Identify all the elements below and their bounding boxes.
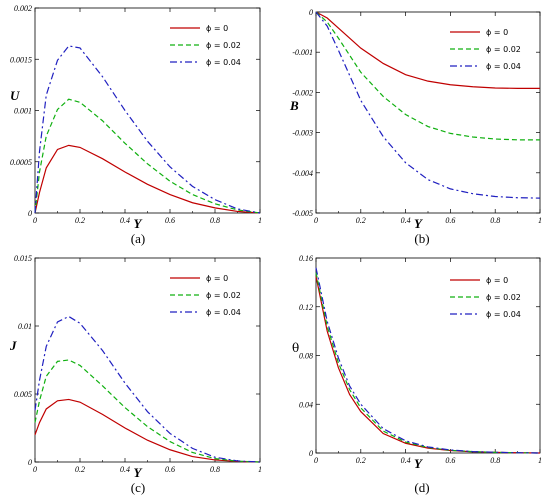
x-tick-label: 1 — [258, 216, 262, 225]
x-tick-label: 0.2 — [75, 465, 85, 474]
x-tick-label: 0.6 — [165, 465, 175, 474]
chart-panel-c: 0 0.2 0.4 0.6 0.8 1 0 0.005 0.01 0.015 ϕ = 0 ϕ = 0.… — [9, 254, 262, 495]
y-tick-label: 0.0015 — [10, 55, 32, 64]
x-tick-label: 0.2 — [356, 216, 366, 225]
y-tick-label: 0 — [309, 8, 313, 17]
y-tick-label: -0.001 — [292, 48, 313, 57]
y-tick-label: 0.005 — [14, 390, 32, 399]
series-line-1 — [34, 398, 261, 463]
legend-label-2: ϕ = 0.02 — [206, 41, 241, 50]
y-tick-label: 0.04 — [299, 400, 313, 409]
legend-label-2: ϕ = 0.02 — [486, 293, 521, 302]
series-line-2 — [34, 98, 261, 214]
x-tick-label: 1 — [258, 465, 262, 474]
y-tick-label: 0 — [28, 458, 32, 467]
x-tick-label: 0.6 — [165, 216, 175, 225]
y-tick-label: -0.004 — [292, 169, 313, 178]
y-tick-label: 0.16 — [299, 254, 313, 263]
y-tick-label: 0.08 — [299, 352, 313, 361]
legend-label-3: ϕ = 0.04 — [206, 308, 241, 317]
y-axis-label: U — [10, 88, 20, 103]
plot-frame — [315, 11, 541, 214]
y-tick-label: 0.001 — [14, 107, 32, 116]
y-tick-label: -0.002 — [292, 88, 313, 97]
x-tick-label: 0.8 — [490, 216, 500, 225]
x-tick-label: 0.8 — [210, 465, 220, 474]
legend-label-1: ϕ = 0 — [486, 276, 508, 285]
x-tick-label: 0.4 — [120, 465, 130, 474]
legend-label-1: ϕ = 0 — [206, 24, 228, 33]
panel-caption: (a) — [131, 231, 145, 246]
y-tick-label: -0.003 — [292, 129, 313, 138]
legend-label-1: ϕ = 0 — [206, 274, 228, 283]
x-tick-label: 0.2 — [75, 216, 85, 225]
x-tick-label: 0.4 — [401, 216, 411, 225]
y-tick-label: 0.0005 — [10, 158, 32, 167]
panel-caption: (d) — [414, 480, 429, 495]
panel-caption: (b) — [414, 231, 429, 246]
legend-label-3: ϕ = 0.04 — [486, 310, 521, 319]
x-tick-label: 1 — [538, 216, 542, 225]
series-line-3 — [315, 11, 541, 199]
legend-label-2: ϕ = 0.02 — [486, 45, 521, 54]
plot-frame — [315, 257, 541, 454]
x-tick-label: 0.6 — [445, 216, 455, 225]
y-tick-label: -0.005 — [292, 209, 313, 218]
legend-label-3: ϕ = 0.04 — [486, 62, 521, 71]
series-line-2 — [34, 359, 261, 463]
y-tick-label: 0.002 — [14, 4, 32, 13]
series-line-1 — [315, 11, 540, 89]
x-tick-label: 0 — [33, 465, 37, 474]
y-tick-label: 0 — [309, 449, 313, 458]
legend-label-2: ϕ = 0.02 — [206, 291, 241, 300]
x-axis-label: Y — [414, 216, 423, 231]
x-tick-label: 0.8 — [490, 456, 500, 465]
plot-frame — [34, 7, 261, 214]
x-axis-label: Y — [134, 465, 143, 480]
x-tick-label: 0.6 — [445, 456, 455, 465]
chart-panel-a: 0 0.2 0.4 0.6 0.8 1 0 0.0005 0.001 0.0015 0.002 ϕ =… — [10, 4, 262, 246]
x-tick-label: 0.8 — [210, 216, 220, 225]
x-tick-label: 0.4 — [401, 456, 411, 465]
series-line-3 — [315, 267, 541, 454]
series-line-1 — [315, 276, 541, 454]
x-axis-label: Y — [414, 456, 423, 471]
x-tick-label: 0 — [33, 216, 37, 225]
x-tick-label: 1 — [538, 456, 542, 465]
chart-panel-d: 0 0.2 0.4 0.6 0.8 1 0 0.04 0.08 0.12 0.16 ϕ = 0 ϕ = … — [292, 254, 542, 495]
legend-label-1: ϕ = 0 — [486, 28, 508, 37]
y-axis-label: B — [289, 98, 299, 113]
y-axis-label: J — [9, 338, 17, 353]
x-axis-label: Y — [134, 216, 143, 231]
legend-label-3: ϕ = 0.04 — [206, 58, 241, 67]
x-tick-label: 0 — [314, 456, 318, 465]
panel-caption: (c) — [131, 480, 145, 495]
y-tick-label: 0.01 — [18, 322, 32, 331]
series-line-3 — [34, 45, 261, 214]
series-line-1 — [34, 144, 261, 214]
series-line-2 — [315, 272, 541, 454]
y-axis-label: θ — [292, 341, 299, 355]
series-line-2 — [315, 11, 540, 141]
x-tick-label: 0 — [314, 216, 318, 225]
x-tick-label: 0.2 — [356, 456, 366, 465]
y-tick-label: 0.12 — [299, 303, 313, 312]
y-tick-label: 0 — [28, 209, 32, 218]
plot-frame — [34, 257, 261, 463]
x-tick-label: 0.4 — [120, 216, 130, 225]
y-tick-label: 0.015 — [14, 254, 32, 263]
chart-panel-b: 0 0.2 0.4 0.6 0.8 1 -0.005 -0.004 -0.003 -0.002 -0… — [289, 8, 542, 246]
